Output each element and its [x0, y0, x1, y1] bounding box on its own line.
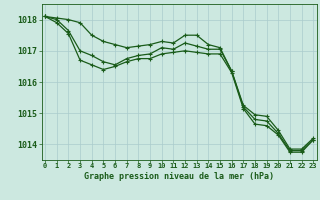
X-axis label: Graphe pression niveau de la mer (hPa): Graphe pression niveau de la mer (hPa)	[84, 172, 274, 181]
